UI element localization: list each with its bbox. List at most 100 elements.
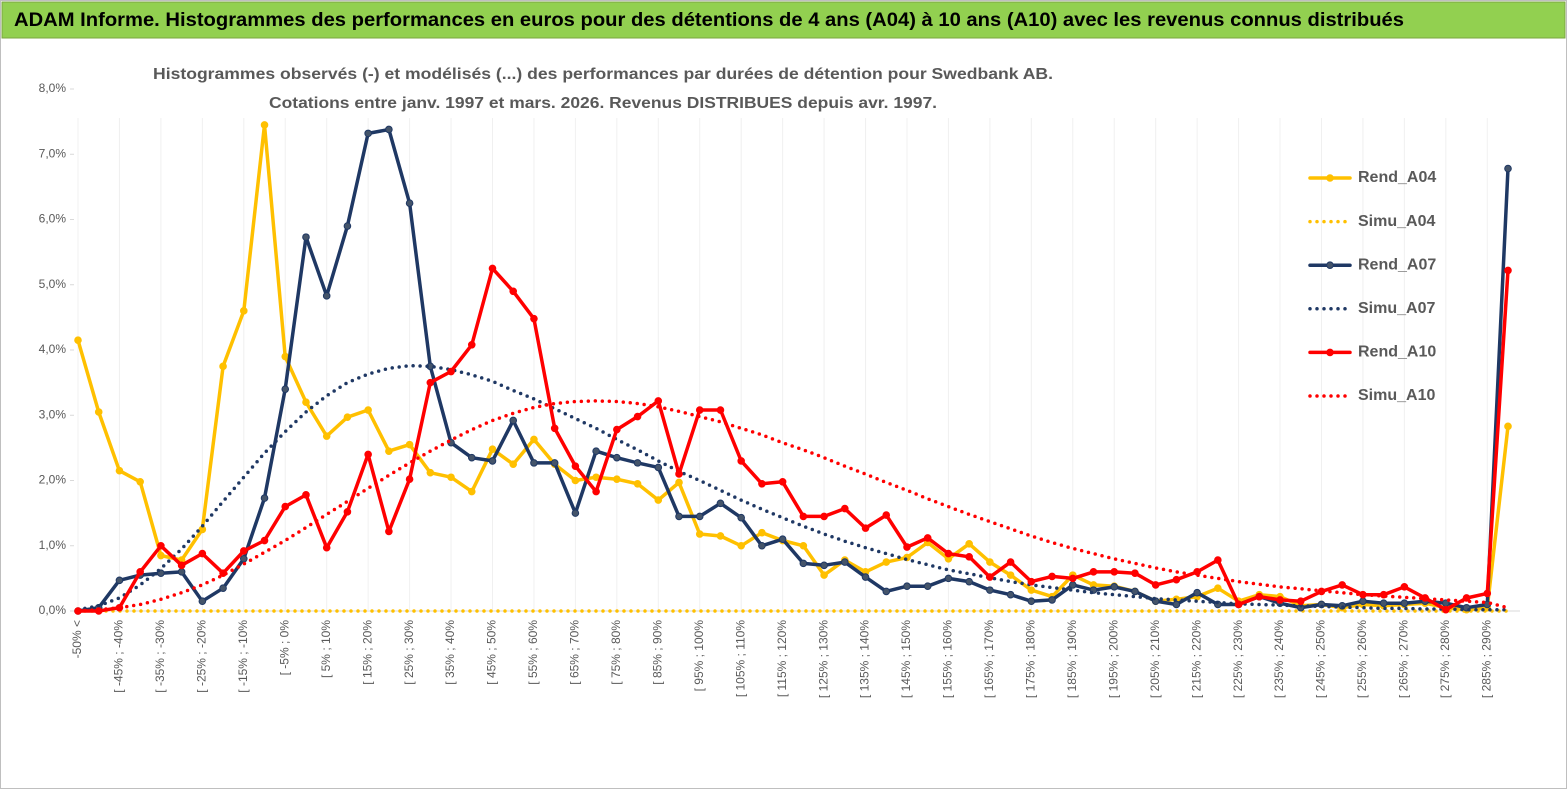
- point: [530, 314, 538, 323]
- x-tick-label: [ 135% ; 140%: [858, 620, 872, 698]
- x-tick-label: -50% <: [70, 620, 84, 658]
- title-bar: [1, 1, 1566, 39]
- point: [385, 125, 393, 134]
- point: [322, 292, 331, 300]
- point: [1400, 599, 1409, 607]
- x-tick-label: [ 35% ; 40%: [443, 620, 457, 685]
- point: [1193, 588, 1201, 597]
- point: [447, 473, 455, 482]
- point: [737, 541, 745, 550]
- point: [903, 543, 911, 551]
- x-tick-label: [ 65% ; 70%: [568, 620, 582, 685]
- point: [1110, 568, 1119, 576]
- point: [861, 524, 870, 532]
- y-tick-label: 5,0%: [39, 277, 67, 291]
- point: [281, 352, 290, 361]
- point: [695, 512, 704, 521]
- x-tick-label: [ -15% ; -10%: [236, 620, 250, 693]
- x-tick-label: [ 195% ; 200%: [1106, 620, 1120, 698]
- point: [944, 549, 953, 558]
- point: [405, 440, 414, 449]
- point: [799, 512, 808, 521]
- x-tick-label: [ 165% ; 170%: [982, 620, 996, 698]
- point: [198, 549, 207, 558]
- x-tick-label: [ 255% ; 260%: [1355, 620, 1369, 698]
- point: [737, 513, 745, 522]
- x-tick-label: [ 225% ; 230%: [1231, 620, 1245, 698]
- chart-title: ADAM Informe. Histogrammes des performan…: [14, 10, 1404, 31]
- point: [343, 222, 352, 230]
- point: [1027, 597, 1036, 606]
- point: [467, 340, 476, 349]
- legend-marker: [1326, 174, 1334, 182]
- point: [115, 576, 124, 585]
- point: [1234, 600, 1243, 609]
- point: [260, 494, 269, 502]
- point: [758, 541, 766, 550]
- point: [716, 499, 725, 508]
- point: [571, 476, 580, 485]
- point: [1048, 572, 1056, 581]
- x-tick-label: [ 45% ; 50%: [485, 620, 499, 685]
- point: [820, 512, 828, 521]
- legend-marker: [1326, 348, 1334, 357]
- point: [965, 553, 973, 561]
- point: [385, 527, 393, 536]
- point: [302, 398, 310, 407]
- x-tick-label: [ 265% ; 270%: [1397, 620, 1411, 698]
- point: [778, 535, 787, 544]
- point: [695, 406, 704, 414]
- point: [1504, 164, 1512, 173]
- point: [488, 445, 497, 453]
- point: [841, 558, 849, 566]
- point: [302, 491, 310, 499]
- point: [177, 561, 186, 570]
- y-tick-label: 6,0%: [39, 212, 67, 226]
- x-tick-label: [ 95% ; 100%: [692, 620, 706, 692]
- x-tick-label: [ 185% ; 190%: [1065, 620, 1079, 698]
- point: [1276, 596, 1284, 604]
- point: [633, 412, 642, 421]
- x-tick-label: [ 215% ; 220%: [1189, 620, 1203, 698]
- point: [633, 459, 642, 467]
- point: [177, 568, 186, 576]
- point: [509, 416, 518, 425]
- point: [467, 487, 476, 496]
- point: [695, 530, 704, 538]
- point: [923, 534, 932, 542]
- legend-label: Rend_A10: [1358, 344, 1436, 361]
- legend-label: Rend_A07: [1358, 256, 1436, 273]
- y-tick-label: 3,0%: [39, 407, 67, 421]
- point: [882, 587, 891, 596]
- point: [530, 459, 538, 467]
- point: [882, 558, 891, 566]
- point: [1296, 597, 1305, 606]
- legend-label: Simu_A10: [1358, 387, 1435, 404]
- point: [841, 504, 849, 513]
- point: [1027, 577, 1036, 586]
- point: [986, 586, 994, 594]
- point: [944, 574, 953, 583]
- point: [94, 408, 103, 416]
- point: [1006, 590, 1015, 599]
- point: [364, 450, 372, 459]
- point: [820, 571, 828, 579]
- point: [1442, 605, 1450, 614]
- x-tick-label: [ -25% ; -20%: [195, 620, 209, 693]
- x-tick-label: [ 25% ; 30%: [402, 620, 416, 685]
- point: [239, 547, 248, 555]
- chart-subtitle: Cotations entre janv. 1997 et mars. 2026…: [269, 95, 937, 112]
- point: [1006, 571, 1015, 579]
- point: [322, 432, 331, 440]
- point: [1151, 581, 1160, 589]
- series-line: [76, 123, 1510, 612]
- point: [219, 584, 227, 592]
- legend-label: Rend_A04: [1358, 169, 1436, 186]
- x-tick-label: [ 175% ; 180%: [1024, 620, 1038, 698]
- y-tick-label: 1,0%: [39, 538, 67, 552]
- point: [467, 453, 476, 462]
- point: [737, 457, 745, 465]
- point: [488, 264, 497, 273]
- legend-marker: [1326, 261, 1334, 270]
